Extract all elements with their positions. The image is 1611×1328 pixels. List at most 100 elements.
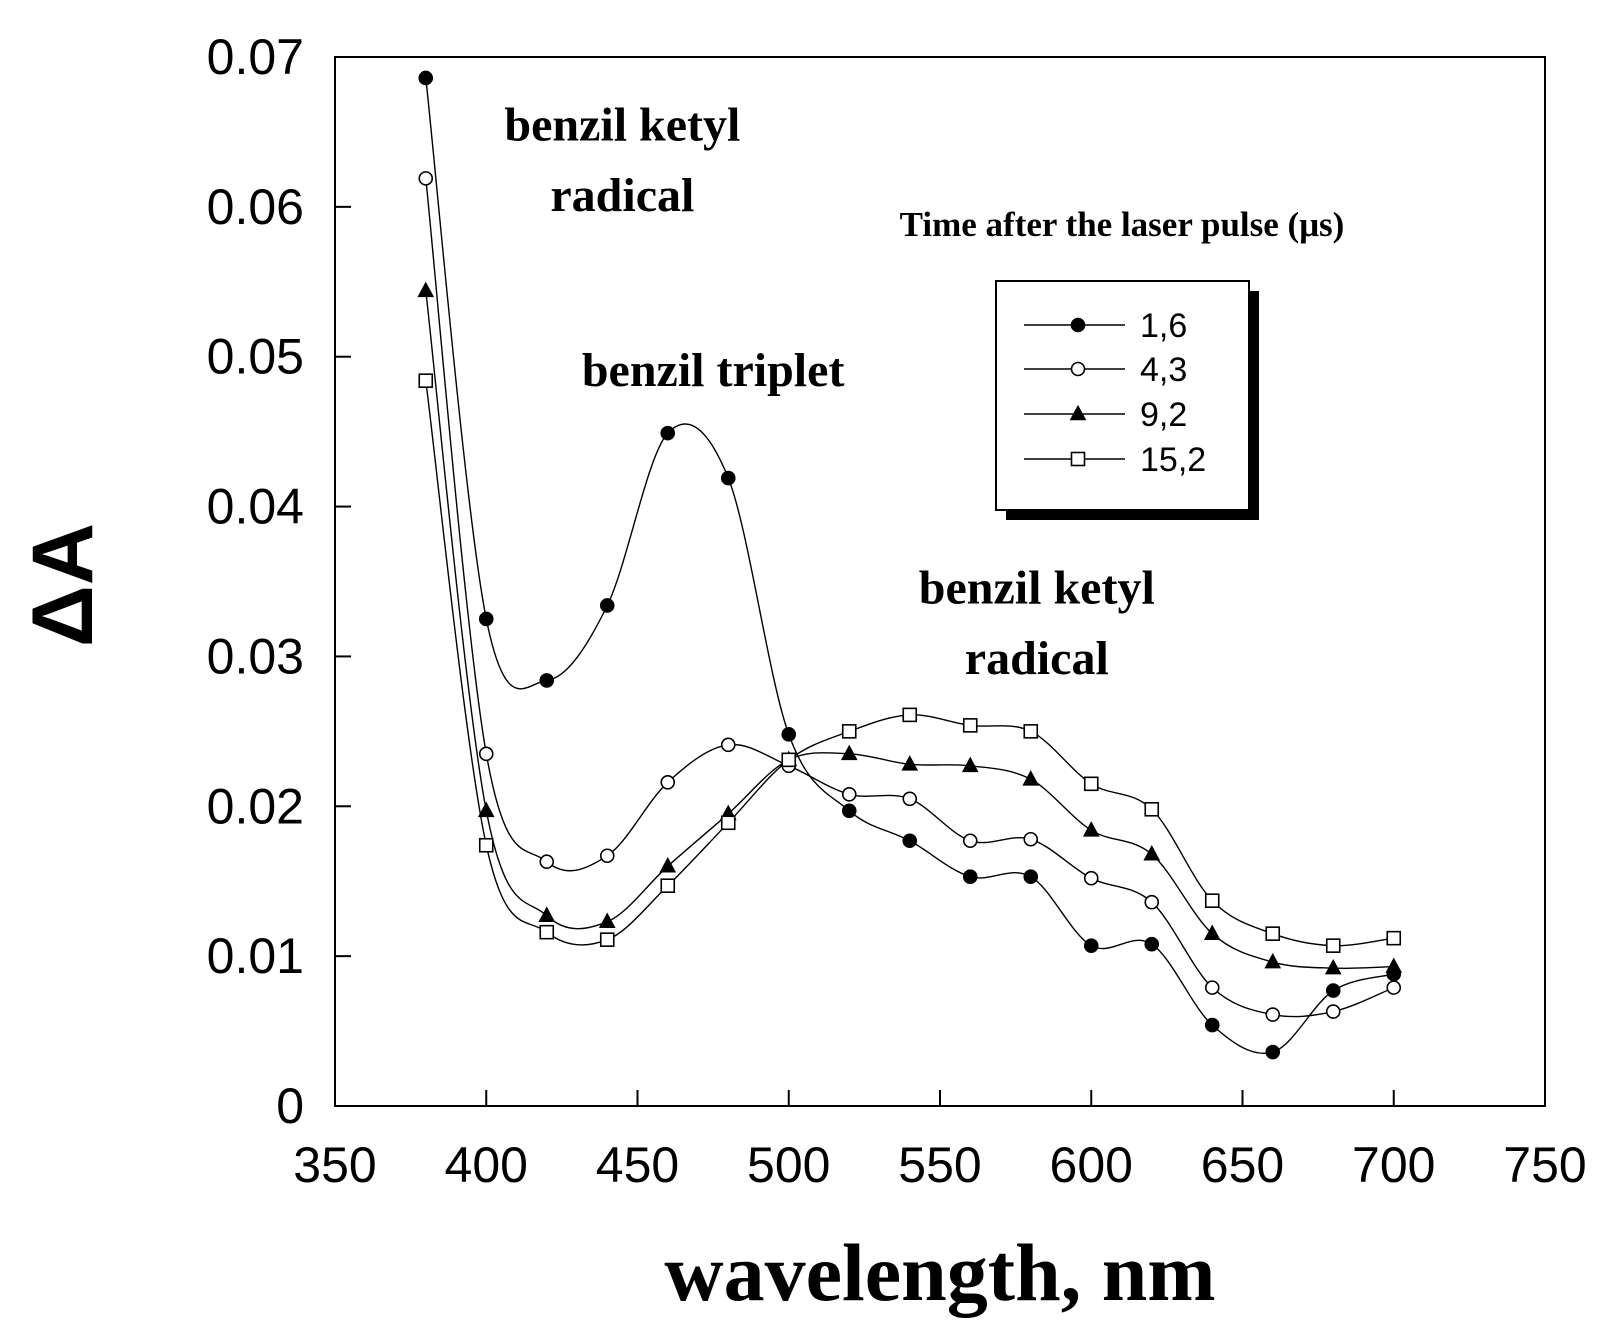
data-point <box>1265 926 1281 941</box>
data-point <box>599 848 615 864</box>
data-point <box>1265 1007 1281 1022</box>
data-point <box>1325 983 1341 998</box>
data-point <box>539 924 555 940</box>
data-point <box>962 833 978 849</box>
data-point <box>1204 1017 1220 1033</box>
y-tick-label: 0.07 <box>207 29 304 85</box>
y-tick-label: 0.03 <box>207 628 304 684</box>
x-tick-label: 350 <box>293 1137 376 1193</box>
data-point <box>478 746 494 762</box>
x-tick-label: 750 <box>1503 1137 1586 1193</box>
y-tick-label: 0 <box>276 1078 304 1134</box>
data-point <box>1023 724 1039 739</box>
data-point <box>599 932 615 947</box>
data-point <box>962 718 978 733</box>
data-point <box>1325 1004 1341 1019</box>
data-point <box>720 470 736 486</box>
data-point <box>1022 770 1040 786</box>
data-point <box>660 775 676 790</box>
y-tick-label: 0.01 <box>207 928 304 984</box>
data-point <box>1385 957 1403 973</box>
data-point <box>1324 958 1342 975</box>
data-point <box>478 611 494 627</box>
data-point <box>1264 952 1282 969</box>
data-point <box>1144 894 1160 910</box>
data-point <box>1203 924 1221 940</box>
legend: Time after the laser pulse (μs) 1,6 4,3 9,… <box>900 205 1344 520</box>
data-point <box>720 737 736 753</box>
data-point <box>1023 831 1039 847</box>
legend-marker <box>1070 317 1086 333</box>
data-point <box>720 815 736 831</box>
x-tick-label: 650 <box>1201 1137 1284 1193</box>
y-tick-label: 0.04 <box>207 479 304 535</box>
series-layer <box>417 70 1403 1060</box>
legend-marker <box>1070 361 1086 377</box>
y-tick-label: 0.06 <box>207 179 304 235</box>
data-point <box>840 744 858 761</box>
data-point <box>659 857 677 873</box>
x-axis-title: wavelength, nm <box>664 1227 1215 1318</box>
y-tick-label: 0.05 <box>207 329 304 385</box>
data-point <box>539 854 555 870</box>
data-point <box>902 833 918 849</box>
data-point <box>901 755 919 771</box>
data-point <box>902 791 918 807</box>
legend-label: 9,2 <box>1140 396 1187 434</box>
data-point <box>1083 938 1099 953</box>
data-point <box>1144 801 1160 817</box>
x-tick-label: 400 <box>445 1137 528 1193</box>
data-point <box>660 425 676 441</box>
legend-label: 1,6 <box>1140 307 1187 345</box>
data-point <box>841 803 857 819</box>
data-point <box>599 598 615 613</box>
data-point <box>1386 930 1402 946</box>
data-point <box>1325 938 1341 953</box>
legend-label: 15,2 <box>1140 441 1206 479</box>
data-point <box>1265 1044 1281 1060</box>
data-point <box>962 869 978 885</box>
annotation: benzil triplet <box>582 344 845 397</box>
data-point <box>1386 980 1402 995</box>
x-tick-label: 550 <box>898 1137 981 1193</box>
y-axis-title: ΔA <box>15 523 111 647</box>
data-point <box>418 70 434 86</box>
data-point <box>1023 869 1039 885</box>
data-point <box>1144 936 1160 952</box>
data-point <box>538 906 556 922</box>
data-point <box>1082 821 1100 837</box>
x-tick-label: 600 <box>1050 1137 1133 1193</box>
legend-marker <box>1069 404 1087 421</box>
data-point <box>781 752 797 768</box>
data-point <box>417 281 435 298</box>
legend-box <box>995 280 1250 511</box>
ticks-layer: 350 400 450 500 550 600 650 700 750 0 0.01 0.02 0.03… <box>207 29 1587 1193</box>
data-point <box>418 171 434 186</box>
series-line <box>425 77 1394 1054</box>
y-tick-label: 0.02 <box>207 778 304 834</box>
data-point <box>598 912 616 928</box>
data-point <box>902 707 918 723</box>
x-tick-label: 700 <box>1352 1137 1435 1193</box>
data-point <box>478 837 494 853</box>
x-tick-label: 500 <box>747 1137 830 1193</box>
data-point <box>418 373 434 388</box>
data-point <box>1143 845 1161 861</box>
annotation: benzil ketyl <box>919 561 1155 614</box>
data-point <box>1083 870 1099 886</box>
annotation: radical <box>550 169 694 222</box>
x-tick-label: 450 <box>596 1137 679 1193</box>
annotation: benzil ketyl <box>504 98 740 151</box>
legend-label: 4,3 <box>1140 351 1187 389</box>
annotations: benzil ketyl radical benzil triplet benzil … <box>504 98 1154 684</box>
data-point <box>1204 980 1220 995</box>
data-point <box>1204 893 1220 908</box>
data-point <box>1083 776 1099 792</box>
data-point <box>841 724 857 739</box>
series-0 <box>418 70 1402 1060</box>
series-3 <box>418 373 1402 953</box>
data-point <box>781 727 797 742</box>
data-point <box>961 756 979 773</box>
data-point <box>660 878 676 894</box>
